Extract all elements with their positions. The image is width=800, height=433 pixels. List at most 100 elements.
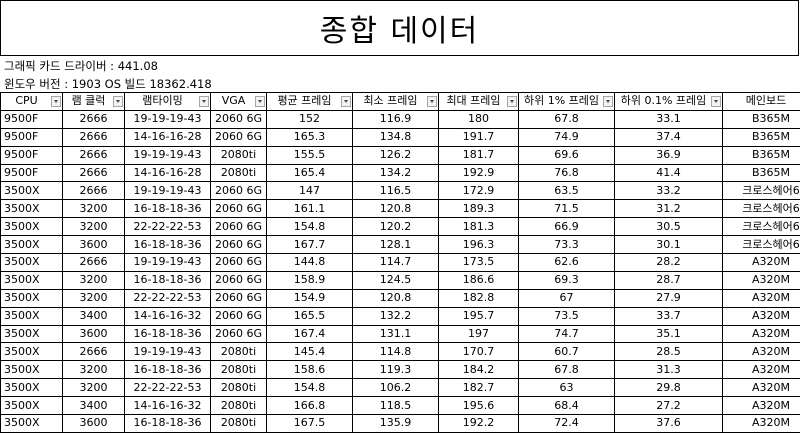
table-cell[interactable]: 2666 xyxy=(63,164,125,182)
table-cell[interactable]: 69.3 xyxy=(519,271,615,289)
table-cell[interactable]: 16-18-18-36 xyxy=(125,415,211,433)
table-cell[interactable]: 3200 xyxy=(63,271,125,289)
table-cell[interactable]: 19-19-19-43 xyxy=(125,110,211,128)
table-cell[interactable]: 33.1 xyxy=(615,110,723,128)
table-cell[interactable]: A320M xyxy=(723,271,800,289)
table-cell[interactable]: 116.5 xyxy=(353,182,439,200)
table-cell[interactable]: 2060 6G xyxy=(211,325,267,343)
table-cell[interactable]: 19-19-19-43 xyxy=(125,343,211,361)
table-cell[interactable]: 3500X xyxy=(1,236,63,254)
table-cell[interactable]: 14-16-16-28 xyxy=(125,128,211,146)
table-cell[interactable]: 116.9 xyxy=(353,110,439,128)
table-cell[interactable]: 33.7 xyxy=(615,307,723,325)
title-cell[interactable]: 종합 데이터 xyxy=(0,0,799,56)
table-cell[interactable]: 72.4 xyxy=(519,415,615,433)
table-cell[interactable]: 74.9 xyxy=(519,128,615,146)
table-cell[interactable]: 37.4 xyxy=(615,128,723,146)
table-cell[interactable]: 31.3 xyxy=(615,361,723,379)
table-cell[interactable]: 161.1 xyxy=(267,200,353,218)
table-cell[interactable]: 37.6 xyxy=(615,415,723,433)
table-cell[interactable]: B365M xyxy=(723,164,800,182)
table-cell[interactable]: 145.4 xyxy=(267,343,353,361)
table-cell[interactable]: 3500X xyxy=(1,379,63,397)
table-cell[interactable]: 22-22-22-53 xyxy=(125,289,211,307)
table-cell[interactable]: 19-19-19-43 xyxy=(125,146,211,164)
table-cell[interactable]: 186.6 xyxy=(439,271,519,289)
table-cell[interactable]: 195.7 xyxy=(439,307,519,325)
table-cell[interactable]: 3500X xyxy=(1,397,63,415)
table-cell[interactable]: 3200 xyxy=(63,361,125,379)
table-cell[interactable]: A320M xyxy=(723,415,800,433)
table-cell[interactable]: 74.7 xyxy=(519,325,615,343)
table-cell[interactable]: 14-16-16-32 xyxy=(125,307,211,325)
table-cell[interactable]: 3500X xyxy=(1,307,63,325)
table-cell[interactable]: 2666 xyxy=(63,343,125,361)
table-cell[interactable]: 69.6 xyxy=(519,146,615,164)
table-cell[interactable]: 16-18-18-36 xyxy=(125,200,211,218)
table-cell[interactable]: 14-16-16-32 xyxy=(125,397,211,415)
table-cell[interactable]: 41.4 xyxy=(615,164,723,182)
table-cell[interactable]: 118.5 xyxy=(353,397,439,415)
column-header[interactable]: VGA xyxy=(211,93,267,111)
filter-dropdown-icon[interactable] xyxy=(255,96,265,107)
table-cell[interactable]: 60.7 xyxy=(519,343,615,361)
table-cell[interactable]: 76.8 xyxy=(519,164,615,182)
table-cell[interactable]: 3200 xyxy=(63,200,125,218)
table-cell[interactable]: 152 xyxy=(267,110,353,128)
table-cell[interactable]: 173.5 xyxy=(439,254,519,272)
table-cell[interactable]: 124.5 xyxy=(353,271,439,289)
column-header[interactable]: 최소 프레임 xyxy=(353,93,439,111)
table-cell[interactable]: 132.2 xyxy=(353,307,439,325)
table-cell[interactable]: A320M xyxy=(723,343,800,361)
table-cell[interactable]: 2666 xyxy=(63,128,125,146)
table-cell[interactable]: 3200 xyxy=(63,218,125,236)
table-cell[interactable]: 2666 xyxy=(63,254,125,272)
table-cell[interactable]: 2080ti xyxy=(211,361,267,379)
table-cell[interactable]: 3600 xyxy=(63,325,125,343)
table-cell[interactable]: B365M xyxy=(723,146,800,164)
table-cell[interactable]: 2060 6G xyxy=(211,182,267,200)
table-cell[interactable]: 182.7 xyxy=(439,379,519,397)
table-cell[interactable]: 22-22-22-53 xyxy=(125,218,211,236)
driver-info-cell[interactable]: 그래픽 카드 드라이버 : 441.08 xyxy=(4,58,158,74)
filter-dropdown-icon[interactable] xyxy=(51,96,61,107)
table-cell[interactable]: A320M xyxy=(723,361,800,379)
table-cell[interactable]: 2666 xyxy=(63,146,125,164)
table-cell[interactable]: 167.4 xyxy=(267,325,353,343)
table-cell[interactable]: 크로스헤어6 xyxy=(723,200,800,218)
table-cell[interactable]: 62.6 xyxy=(519,254,615,272)
table-cell[interactable]: 3500X xyxy=(1,254,63,272)
table-cell[interactable]: 16-18-18-36 xyxy=(125,361,211,379)
table-cell[interactable]: 3500X xyxy=(1,271,63,289)
table-cell[interactable]: 147 xyxy=(267,182,353,200)
table-cell[interactable]: 180 xyxy=(439,110,519,128)
table-cell[interactable]: 63 xyxy=(519,379,615,397)
table-cell[interactable]: 9500F xyxy=(1,128,63,146)
table-cell[interactable]: 120.2 xyxy=(353,218,439,236)
table-cell[interactable]: 9500F xyxy=(1,164,63,182)
table-cell[interactable]: 67.8 xyxy=(519,361,615,379)
table-cell[interactable]: 167.7 xyxy=(267,236,353,254)
column-header[interactable]: 하위 1% 프레임 xyxy=(519,93,615,111)
table-cell[interactable]: 28.5 xyxy=(615,343,723,361)
table-cell[interactable]: 2060 6G xyxy=(211,236,267,254)
table-cell[interactable]: 114.7 xyxy=(353,254,439,272)
table-cell[interactable]: 2080ti xyxy=(211,343,267,361)
column-header[interactable]: 메인보드 xyxy=(723,93,800,111)
column-header[interactable]: 램타이밍 xyxy=(125,93,211,111)
table-cell[interactable]: 9500F xyxy=(1,146,63,164)
filter-dropdown-icon[interactable] xyxy=(427,96,437,107)
table-cell[interactable]: 28.7 xyxy=(615,271,723,289)
table-cell[interactable]: 14-16-16-28 xyxy=(125,164,211,182)
table-cell[interactable]: 3500X xyxy=(1,200,63,218)
table-cell[interactable]: 144.8 xyxy=(267,254,353,272)
table-cell[interactable]: 66.9 xyxy=(519,218,615,236)
table-cell[interactable]: 167.5 xyxy=(267,415,353,433)
table-cell[interactable]: 182.8 xyxy=(439,289,519,307)
table-cell[interactable]: 134.2 xyxy=(353,164,439,182)
table-cell[interactable]: 3500X xyxy=(1,218,63,236)
filter-dropdown-icon[interactable] xyxy=(199,96,209,107)
table-cell[interactable]: A320M xyxy=(723,307,800,325)
table-cell[interactable]: 16-18-18-36 xyxy=(125,271,211,289)
table-cell[interactable]: 165.4 xyxy=(267,164,353,182)
